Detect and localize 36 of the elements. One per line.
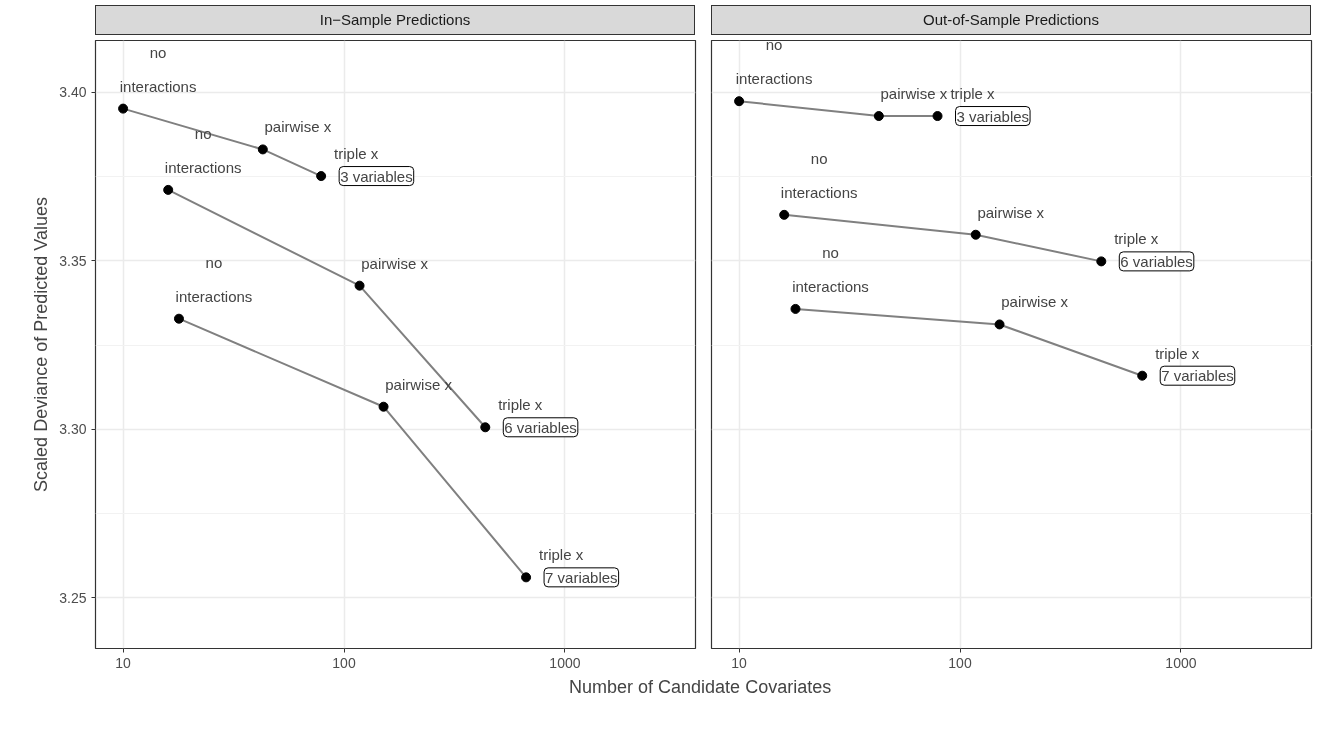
annotation: pairwise x xyxy=(977,203,1045,221)
annotation: no interactions xyxy=(735,36,813,88)
series-label: 3 variables xyxy=(956,107,1030,125)
annotation: no interactions xyxy=(780,149,858,201)
series-label: 7 variables xyxy=(1161,367,1234,385)
annotation: triple x xyxy=(1155,344,1200,362)
y-axis-title: Scaled Deviance of Predicted Values xyxy=(31,197,52,492)
x-tick-label: 100 xyxy=(948,654,972,671)
y-tick-label: 3.30 xyxy=(59,421,87,438)
y-tick-label: 3.25 xyxy=(59,589,87,606)
x-tick-label: 10 xyxy=(731,654,748,671)
annotation: no interactions xyxy=(119,43,197,95)
annotation: triple x xyxy=(498,396,543,414)
annotation: pairwise x xyxy=(264,118,332,136)
y-tick-label: 3.35 xyxy=(59,252,87,269)
chart-title: Out-of-Sample Predictions xyxy=(923,10,1099,30)
x-tick-label: 1000 xyxy=(549,654,581,671)
x-axis-title: Number of Candidate Covariates xyxy=(569,676,832,697)
annotation: triple x xyxy=(950,85,996,103)
annotation: triple x xyxy=(1114,230,1159,248)
series-label: 3 variables xyxy=(340,167,413,185)
chart-title: In−Sample Predictions xyxy=(319,10,471,30)
annotation: pairwise x xyxy=(1001,293,1069,311)
x-tick-label: 10 xyxy=(115,654,132,671)
annotation: no interactions xyxy=(175,253,253,305)
series-label: 7 variables xyxy=(545,568,618,586)
annotation: triple x xyxy=(334,145,379,163)
y-tick-label: 3.40 xyxy=(59,84,87,101)
annotation: no interactions xyxy=(792,243,869,295)
series-label: 6 variables xyxy=(1120,252,1193,270)
annotation: pairwise x xyxy=(361,254,429,272)
annotation: triple x xyxy=(538,546,584,564)
x-tick-label: 1000 xyxy=(1165,654,1197,671)
annotation: pairwise x xyxy=(880,85,948,103)
x-tick-label: 100 xyxy=(332,654,356,671)
series-label: 6 variables xyxy=(504,418,577,436)
